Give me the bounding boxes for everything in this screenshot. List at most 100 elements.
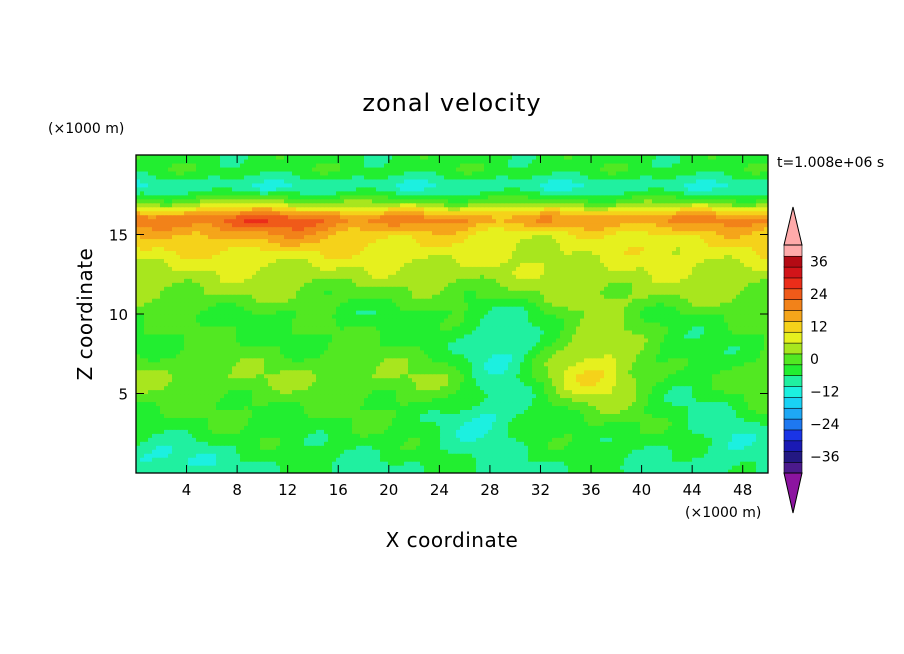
field-cell xyxy=(192,409,197,414)
field-cell xyxy=(224,373,229,379)
field-cell xyxy=(552,369,557,375)
field-cell xyxy=(624,433,629,438)
field-cell xyxy=(428,353,433,359)
field-cell xyxy=(708,413,713,418)
field-cell xyxy=(760,469,765,473)
field-cell xyxy=(196,357,201,363)
field-cell xyxy=(424,345,429,351)
field-cell xyxy=(460,369,465,375)
field-cell xyxy=(636,437,641,442)
field-cell xyxy=(632,469,637,473)
field-cell xyxy=(192,385,197,391)
field-cell xyxy=(476,377,481,383)
field-cell xyxy=(400,445,405,450)
field-cell xyxy=(332,361,337,367)
field-cell xyxy=(392,433,397,438)
field-cell xyxy=(512,445,517,450)
field-cell xyxy=(660,449,665,454)
field-cell xyxy=(140,365,145,371)
field-cell xyxy=(252,357,257,363)
field-cell xyxy=(656,357,661,363)
field-cell xyxy=(640,441,645,446)
field-cell xyxy=(244,401,249,407)
field-cell xyxy=(288,437,293,442)
field-cell xyxy=(560,401,565,407)
field-cell xyxy=(612,405,617,410)
field-cell xyxy=(548,469,553,473)
field-cell xyxy=(660,377,665,383)
field-cell xyxy=(336,425,341,430)
field-cell xyxy=(388,405,393,410)
field-cell xyxy=(160,377,165,383)
field-cell xyxy=(396,385,401,391)
field-cell xyxy=(428,433,433,438)
field-cell xyxy=(604,429,609,434)
field-cell xyxy=(324,389,329,395)
field-cell xyxy=(644,401,649,407)
field-cell xyxy=(360,353,365,359)
field-cell xyxy=(600,413,605,418)
field-cell xyxy=(256,437,261,442)
field-cell xyxy=(752,433,757,438)
field-cell xyxy=(184,381,189,387)
field-cell xyxy=(360,405,365,410)
field-cell xyxy=(172,369,177,375)
field-cell xyxy=(664,405,669,410)
field-cell xyxy=(640,401,645,407)
field-cell xyxy=(436,385,441,391)
field-cell xyxy=(632,461,637,466)
field-cell xyxy=(336,437,341,442)
field-cell xyxy=(452,397,457,403)
field-cell xyxy=(164,373,169,379)
field-cell xyxy=(360,421,365,426)
field-cell xyxy=(332,417,337,422)
field-cell xyxy=(332,433,337,438)
field-cell xyxy=(156,437,161,442)
field-cell xyxy=(416,421,421,426)
field-cell xyxy=(528,441,533,446)
field-cell xyxy=(360,433,365,438)
field-cell xyxy=(328,409,333,414)
field-cell xyxy=(664,461,669,466)
field-cell xyxy=(740,461,745,466)
field-cell xyxy=(720,409,725,414)
field-cell xyxy=(312,405,317,410)
field-cell xyxy=(596,377,601,383)
field-cell xyxy=(532,409,537,414)
field-cell xyxy=(640,357,645,363)
field-cell xyxy=(476,417,481,422)
field-cell xyxy=(436,433,441,438)
field-cell xyxy=(584,469,589,473)
field-cell xyxy=(312,361,317,367)
field-cell xyxy=(140,425,145,430)
field-cell xyxy=(320,401,325,407)
field-cell xyxy=(392,409,397,414)
field-cell xyxy=(340,357,345,363)
field-cell xyxy=(232,421,237,426)
field-cell xyxy=(712,465,717,470)
field-cell xyxy=(732,389,737,395)
field-cell xyxy=(212,421,217,426)
field-cell xyxy=(236,405,241,410)
field-cell xyxy=(468,353,473,359)
field-cell xyxy=(300,385,305,391)
field-cell xyxy=(348,457,353,462)
field-cell xyxy=(144,441,149,446)
field-cell xyxy=(748,369,753,375)
field-cell xyxy=(548,445,553,450)
field-cell xyxy=(232,401,237,407)
field-cell xyxy=(648,405,653,410)
field-cell xyxy=(508,409,513,414)
field-cell xyxy=(680,457,685,462)
field-cell xyxy=(532,385,537,391)
field-cell xyxy=(304,381,309,387)
field-cell xyxy=(180,429,185,434)
field-cell xyxy=(708,381,713,387)
field-cell xyxy=(624,365,629,371)
field-cell xyxy=(628,373,633,379)
field-cell xyxy=(480,373,485,379)
field-cell xyxy=(412,425,417,430)
field-cell xyxy=(356,369,361,375)
field-cell xyxy=(684,385,689,391)
field-cell xyxy=(548,441,553,446)
